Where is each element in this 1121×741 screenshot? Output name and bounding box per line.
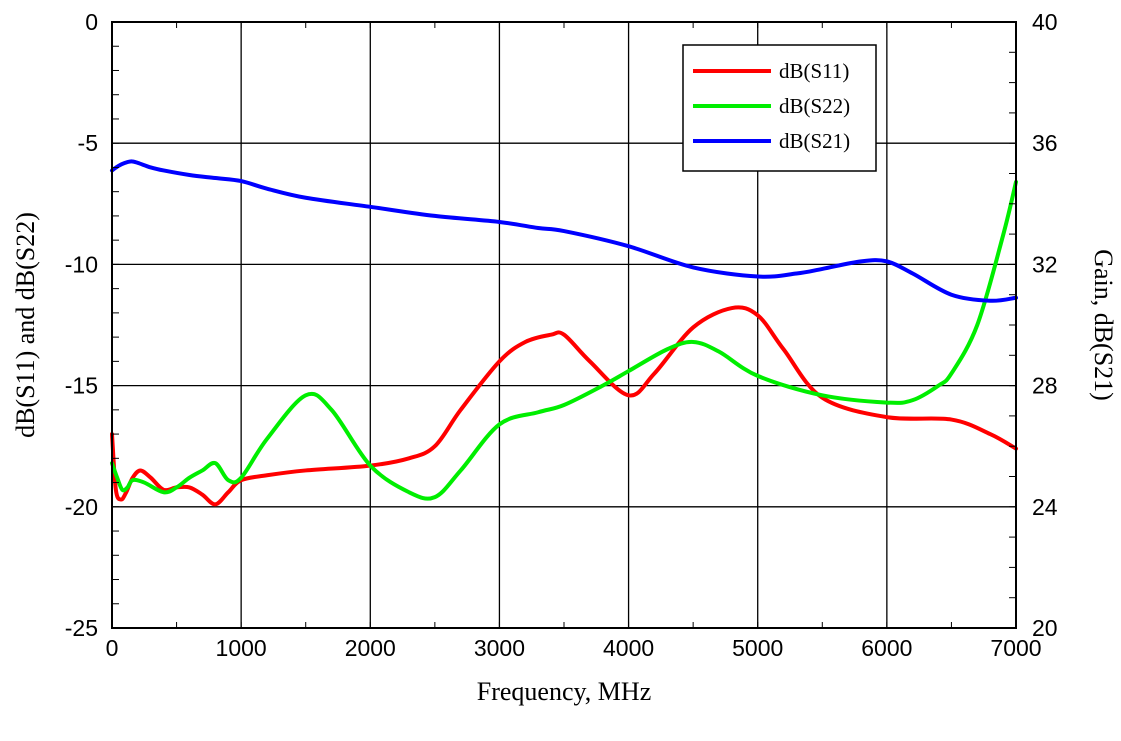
y-left-tick-label: 0 bbox=[85, 9, 98, 35]
ticks bbox=[111, 21, 1017, 629]
legend-label-db-s11: dB(S11) bbox=[779, 59, 849, 83]
series-line-db-s21 bbox=[110, 159, 1018, 303]
grid bbox=[112, 22, 1016, 628]
x-tick-label: 0 bbox=[106, 635, 119, 661]
y-left-axis-title: dB(S11) and dB(S22) bbox=[11, 212, 40, 438]
legend: dB(S11) dB(S22) dB(S21) bbox=[682, 44, 877, 172]
y-left-tick-label: -15 bbox=[65, 373, 98, 399]
x-tick-label: 2000 bbox=[345, 635, 396, 661]
y-right-tick-label: 28 bbox=[1032, 373, 1058, 399]
plot-frame bbox=[111, 21, 1017, 629]
series-line-db-s11 bbox=[110, 305, 1018, 507]
legend-label-db-s22: dB(S22) bbox=[779, 94, 850, 118]
x-tick-label: 4000 bbox=[603, 635, 654, 661]
y-left-tick-label: -25 bbox=[65, 615, 98, 641]
y-right-tick-label: 40 bbox=[1032, 9, 1058, 35]
series-line-db-s22 bbox=[110, 179, 1018, 501]
y-right-tick-label: 36 bbox=[1032, 130, 1058, 156]
legend-label-db-s21: dB(S21) bbox=[779, 129, 850, 153]
y-right-axis-title: Gain, dB(S21) bbox=[1089, 249, 1118, 401]
x-tick-label: 5000 bbox=[732, 635, 783, 661]
x-tick-label: 6000 bbox=[861, 635, 912, 661]
y-right-tick-label: 24 bbox=[1032, 494, 1058, 520]
x-tick-label: 7000 bbox=[990, 635, 1041, 661]
y-left-tick-label: -20 bbox=[65, 494, 98, 520]
y-right-tick-label: 32 bbox=[1032, 251, 1058, 277]
x-tick-label: 1000 bbox=[216, 635, 267, 661]
tick-labels: 0 1000 2000 3000 4000 5000 6000 7000 0 -5 -10 -15 -2… bbox=[65, 9, 1058, 661]
y-right-tick-label: 20 bbox=[1032, 615, 1058, 641]
x-tick-label: 3000 bbox=[474, 635, 525, 661]
series-lines bbox=[110, 159, 1018, 507]
x-axis-title: Frequency, MHz bbox=[477, 677, 651, 706]
y-left-tick-label: -10 bbox=[65, 251, 98, 277]
y-left-tick-label: -5 bbox=[78, 130, 98, 156]
